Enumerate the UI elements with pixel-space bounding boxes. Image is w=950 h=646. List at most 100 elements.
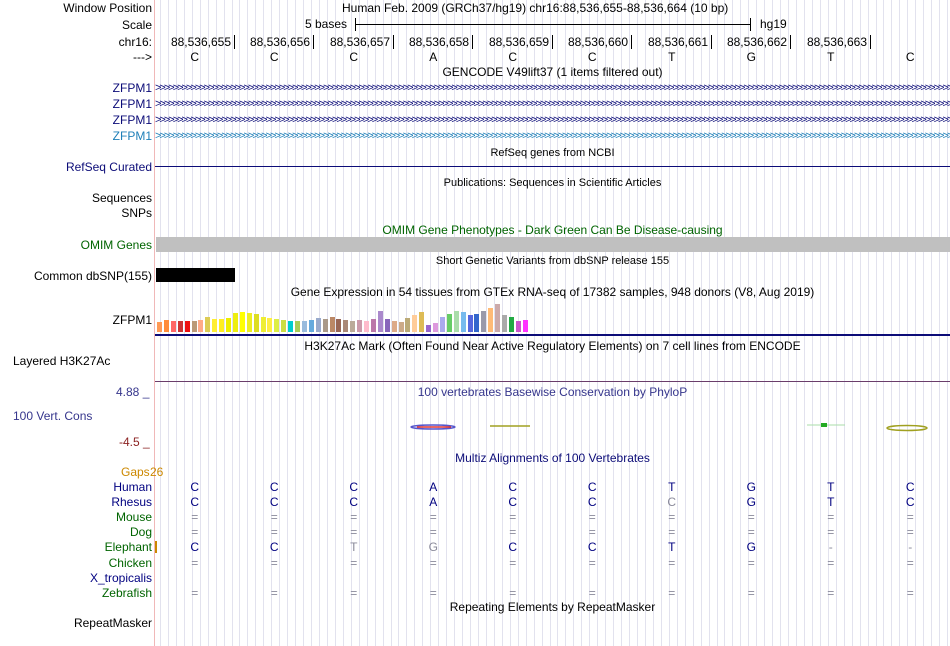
gencode-gene-feature-1[interactable]: >>>>>>>>>>>>>>>>>>>>>>>>>>>>>>>>>>>>>>>>… xyxy=(155,83,950,93)
gtex-tissue-bar[interactable] xyxy=(157,322,162,332)
gtex-tissue-bar[interactable] xyxy=(212,319,218,332)
gencode-gene-label-4[interactable]: ZFPM1 xyxy=(112,129,152,143)
gtex-tissue-bar[interactable] xyxy=(364,321,369,332)
species-label[interactable]: Chicken xyxy=(108,556,152,570)
gtex-tissue-bar[interactable] xyxy=(467,315,473,332)
base-letter[interactable]: T xyxy=(827,50,835,64)
species-label[interactable]: Mouse xyxy=(115,510,152,524)
dbsnp-variant-feature[interactable] xyxy=(156,268,235,282)
conservation-track-title[interactable]: 100 vertebrates Basewise Conservation by… xyxy=(417,385,688,399)
gtex-tissue-bar[interactable] xyxy=(260,317,266,332)
gtex-tissue-bar[interactable] xyxy=(184,321,190,332)
gtex-tissue-bar[interactable] xyxy=(474,314,480,332)
gtex-tissue-bar[interactable] xyxy=(315,318,321,332)
omim-feature[interactable] xyxy=(156,237,950,252)
gtex-tissue-bar[interactable] xyxy=(412,315,418,332)
gtex-tissue-bar[interactable] xyxy=(343,320,349,332)
gtex-tissue-bar[interactable] xyxy=(453,311,459,332)
base-letter[interactable]: C xyxy=(349,50,359,64)
gtex-tissue-bar[interactable] xyxy=(191,321,197,332)
refseq-gene-line[interactable] xyxy=(155,166,950,167)
window-position-value[interactable]: Human Feb. 2009 (GRCh37/hg19) chr16:88,5… xyxy=(342,1,729,15)
species-label[interactable]: X_tropicalis xyxy=(89,571,152,585)
species-label[interactable]: Dog xyxy=(129,525,152,539)
gtex-tissue-bar[interactable] xyxy=(198,320,204,332)
gtex-tissue-bar[interactable] xyxy=(205,317,211,332)
gtex-tissue-bar[interactable] xyxy=(267,318,273,332)
gencode-gene-label-1[interactable]: ZFPM1 xyxy=(112,81,152,95)
repeatmasker-label[interactable]: RepeatMasker xyxy=(73,616,152,630)
omim-label[interactable]: OMIM Genes xyxy=(80,238,152,252)
gtex-tissue-bar[interactable] xyxy=(226,318,231,332)
gtex-tissue-bar[interactable] xyxy=(177,321,183,332)
conservation-plot[interactable] xyxy=(155,418,950,438)
gtex-tissue-bar[interactable] xyxy=(515,321,521,332)
species-label[interactable]: Elephant xyxy=(104,540,152,554)
gtex-tissue-bar[interactable] xyxy=(419,312,425,332)
refseq-label[interactable]: RefSeq Curated xyxy=(65,160,152,174)
gtex-tissue-bar[interactable] xyxy=(495,304,501,332)
gtex-tissue-bar[interactable] xyxy=(398,322,404,332)
gtex-tissue-bar[interactable] xyxy=(281,320,287,332)
gtex-tissue-bar[interactable] xyxy=(384,319,390,332)
gtex-tissue-bar[interactable] xyxy=(163,320,169,332)
dbsnp-label[interactable]: Common dbSNP(155) xyxy=(33,269,152,283)
base-letter[interactable]: C xyxy=(269,50,279,64)
gtex-tissue-bar[interactable] xyxy=(370,319,376,332)
base-letter[interactable]: A xyxy=(429,50,438,64)
gtex-tissue-bar[interactable] xyxy=(481,311,487,332)
refseq-track-title[interactable]: RefSeq genes from NCBI xyxy=(490,147,615,159)
gtex-tissue-bar[interactable] xyxy=(308,320,314,332)
gencode-track-title[interactable]: GENCODE V49lift37 (1 items filtered out) xyxy=(442,65,663,79)
gtex-tissue-bar[interactable] xyxy=(301,321,307,332)
base-letter[interactable]: C xyxy=(190,50,200,64)
gtex-tissue-bar[interactable] xyxy=(439,317,445,332)
gencode-gene-feature-4[interactable]: >>>>>>>>>>>>>>>>>>>>>>>>>>>>>>>>>>>>>>>>… xyxy=(155,131,950,141)
gtex-tissue-bar[interactable] xyxy=(288,321,294,332)
gtex-tissue-bar[interactable] xyxy=(508,317,514,332)
gtex-tissue-bar[interactable] xyxy=(170,321,176,332)
multiz-track-title[interactable]: Multiz Alignments of 100 Vertebrates xyxy=(455,451,650,465)
gtex-tissue-bar[interactable] xyxy=(446,314,452,332)
omim-track-title[interactable]: OMIM Gene Phenotypes - Dark Green Can Be… xyxy=(382,223,723,237)
gtex-tissue-bar[interactable] xyxy=(502,315,507,332)
base-letter[interactable]: C xyxy=(905,50,915,64)
repeatmasker-track-title[interactable]: Repeating Elements by RepeatMasker xyxy=(449,600,656,614)
base-letter[interactable]: C xyxy=(508,50,518,64)
gtex-tissue-bar[interactable] xyxy=(322,319,328,332)
gtex-tissue-bar[interactable] xyxy=(391,321,397,332)
gtex-tissue-bar[interactable] xyxy=(336,319,342,332)
gtex-tissue-bar[interactable] xyxy=(350,321,356,332)
gtex-tissue-bar[interactable] xyxy=(426,325,432,332)
gtex-track-title[interactable]: Gene Expression in 54 tissues from GTEx … xyxy=(290,285,815,299)
publications-track-title[interactable]: Publications: Sequences in Scientific Ar… xyxy=(443,177,662,189)
gencode-gene-label-2[interactable]: ZFPM1 xyxy=(112,97,152,111)
dbsnp-track-title[interactable]: Short Genetic Variants from dbSNP releas… xyxy=(435,255,670,267)
gtex-tissue-bar[interactable] xyxy=(246,313,252,332)
gtex-tissue-bar[interactable] xyxy=(253,314,259,332)
gtex-tissue-bar[interactable] xyxy=(295,321,300,332)
gencode-gene-feature-3[interactable]: >>>>>>>>>>>>>>>>>>>>>>>>>>>>>>>>>>>>>>>>… xyxy=(155,115,950,125)
base-letter[interactable]: G xyxy=(746,50,756,64)
sequences-label[interactable]: Sequences xyxy=(91,191,152,205)
gtex-tissue-bar[interactable] xyxy=(522,320,528,332)
gtex-tissue-bar[interactable] xyxy=(357,320,363,332)
base-letter[interactable]: T xyxy=(668,50,676,64)
species-label[interactable]: Rhesus xyxy=(111,495,152,509)
gtex-tissue-bar[interactable] xyxy=(433,323,438,332)
gtex-gene-label[interactable]: ZFPM1 xyxy=(112,313,152,327)
h3k27ac-label[interactable]: Layered H3K27Ac xyxy=(13,354,111,368)
gtex-tissue-bar[interactable] xyxy=(460,312,466,332)
gtex-tissue-bar[interactable] xyxy=(329,317,335,332)
species-label[interactable]: Zebrafish xyxy=(101,586,152,600)
gtex-tissue-bar[interactable] xyxy=(232,313,238,332)
conservation-label[interactable]: 100 Vert. Cons xyxy=(13,409,93,423)
gtex-tissue-bar[interactable] xyxy=(488,308,494,332)
gtex-tissue-bar[interactable] xyxy=(377,311,383,332)
snps-label[interactable]: SNPs xyxy=(121,206,152,220)
gencode-gene-feature-2[interactable]: >>>>>>>>>>>>>>>>>>>>>>>>>>>>>>>>>>>>>>>>… xyxy=(155,99,950,109)
gtex-tissue-bar[interactable] xyxy=(219,319,225,332)
gtex-tissue-bar[interactable] xyxy=(274,319,280,332)
species-label[interactable]: Human xyxy=(113,480,152,494)
h3k27ac-track-title[interactable]: H3K27Ac Mark (Often Found Near Active Re… xyxy=(304,339,801,353)
